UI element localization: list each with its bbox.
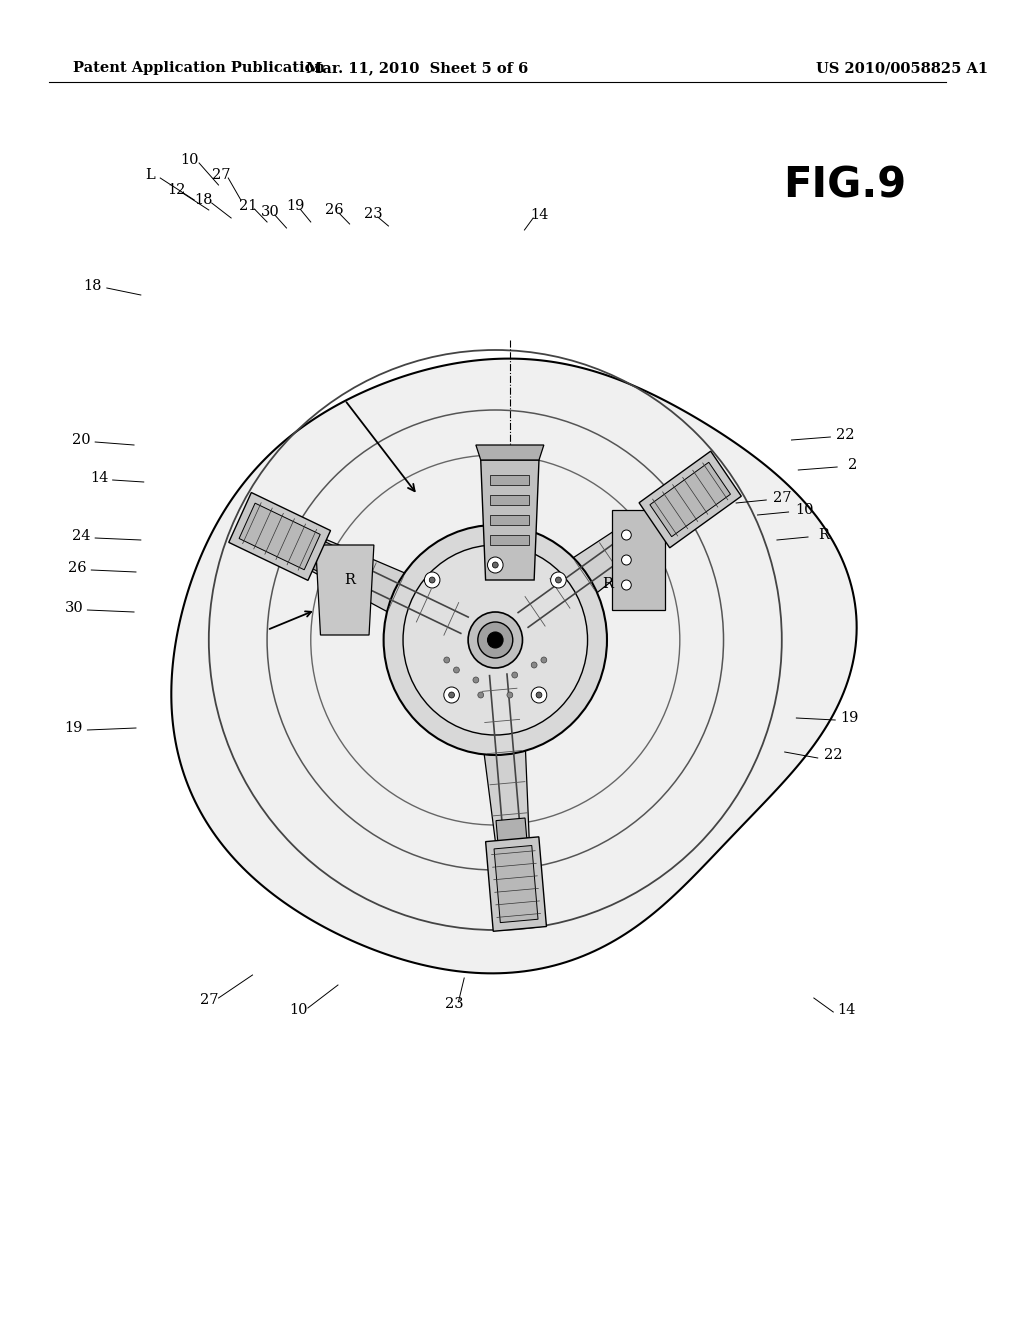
Text: Patent Application Publication: Patent Application Publication — [73, 61, 325, 75]
Text: 19: 19 — [841, 711, 859, 725]
Text: 23: 23 — [364, 207, 382, 220]
Circle shape — [478, 622, 513, 657]
Circle shape — [443, 657, 450, 663]
Circle shape — [487, 632, 503, 648]
Text: 26: 26 — [69, 561, 87, 576]
Text: 10: 10 — [289, 1003, 307, 1016]
Circle shape — [468, 612, 522, 668]
Circle shape — [555, 577, 561, 583]
Polygon shape — [505, 511, 665, 643]
Polygon shape — [485, 837, 547, 932]
Circle shape — [473, 677, 479, 682]
Circle shape — [622, 554, 631, 565]
Text: 10: 10 — [795, 503, 813, 517]
Text: 14: 14 — [529, 209, 548, 222]
Circle shape — [507, 692, 513, 698]
Text: 22: 22 — [836, 428, 854, 442]
Text: 2: 2 — [848, 458, 857, 473]
Text: 18: 18 — [83, 279, 101, 293]
Polygon shape — [630, 502, 679, 549]
Polygon shape — [474, 668, 529, 841]
Circle shape — [384, 525, 607, 755]
Polygon shape — [490, 475, 529, 484]
Polygon shape — [480, 459, 539, 579]
Text: 23: 23 — [445, 997, 464, 1011]
Circle shape — [424, 572, 440, 587]
Text: FIG.9: FIG.9 — [783, 164, 906, 206]
Text: 22: 22 — [824, 748, 843, 762]
Text: 30: 30 — [65, 601, 83, 615]
Text: R: R — [344, 573, 355, 587]
Polygon shape — [650, 462, 730, 537]
Text: L: L — [145, 168, 156, 182]
Polygon shape — [312, 540, 479, 649]
Polygon shape — [490, 515, 529, 525]
Text: 19: 19 — [65, 721, 83, 735]
Circle shape — [443, 686, 460, 704]
Circle shape — [531, 686, 547, 704]
Circle shape — [531, 663, 537, 668]
Polygon shape — [239, 503, 321, 570]
Circle shape — [541, 657, 547, 663]
Text: 18: 18 — [195, 193, 213, 207]
Circle shape — [487, 557, 503, 573]
Circle shape — [454, 667, 460, 673]
Circle shape — [622, 579, 631, 590]
Text: 14: 14 — [838, 1003, 856, 1016]
Polygon shape — [490, 535, 529, 545]
Text: 10: 10 — [180, 153, 199, 168]
Polygon shape — [228, 492, 331, 581]
Polygon shape — [171, 359, 857, 973]
Text: 26: 26 — [325, 203, 343, 216]
Circle shape — [403, 545, 588, 735]
Text: 21: 21 — [240, 199, 258, 213]
Circle shape — [478, 692, 483, 698]
Circle shape — [551, 572, 566, 587]
Polygon shape — [296, 533, 343, 578]
Polygon shape — [496, 818, 528, 861]
Text: 20: 20 — [73, 433, 91, 447]
Circle shape — [493, 562, 499, 568]
Text: 12: 12 — [168, 183, 186, 197]
Circle shape — [622, 531, 631, 540]
Text: 27: 27 — [212, 168, 230, 182]
Polygon shape — [315, 545, 374, 635]
Circle shape — [429, 577, 435, 583]
Polygon shape — [490, 495, 529, 506]
Polygon shape — [611, 510, 666, 610]
Text: 27: 27 — [772, 491, 791, 506]
Polygon shape — [639, 451, 741, 548]
Polygon shape — [476, 445, 544, 459]
Text: 27: 27 — [200, 993, 218, 1007]
Text: 24: 24 — [73, 529, 91, 543]
Text: Mar. 11, 2010  Sheet 5 of 6: Mar. 11, 2010 Sheet 5 of 6 — [306, 61, 528, 75]
Text: 14: 14 — [90, 471, 109, 484]
Circle shape — [512, 672, 518, 678]
Polygon shape — [494, 846, 538, 923]
Circle shape — [537, 692, 542, 698]
Text: R: R — [602, 577, 613, 591]
Text: R: R — [818, 528, 829, 543]
Text: US 2010/0058825 A1: US 2010/0058825 A1 — [816, 61, 988, 75]
Circle shape — [449, 692, 455, 698]
Text: 19: 19 — [286, 199, 304, 213]
Text: 30: 30 — [261, 205, 280, 219]
